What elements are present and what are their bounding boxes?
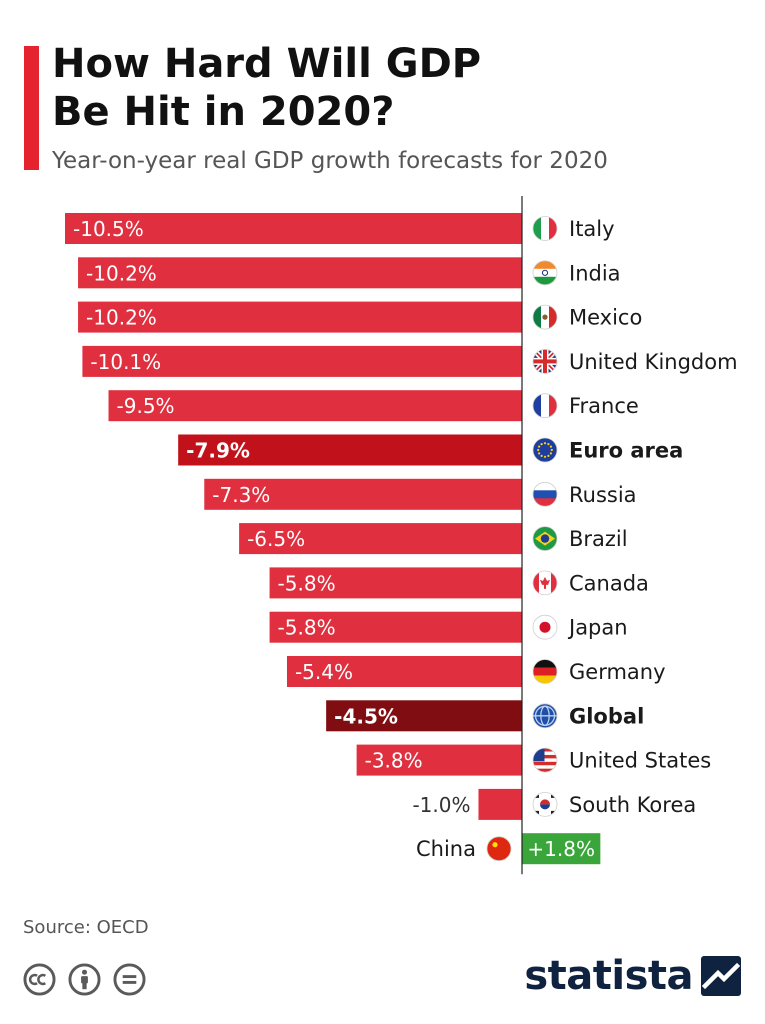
value-label-euro-area: -7.9% xyxy=(186,439,250,463)
eu-flag-icon xyxy=(532,437,558,463)
bar-france xyxy=(108,390,523,422)
italy-flag-icon xyxy=(532,216,558,241)
by-person-icon[interactable] xyxy=(68,963,101,996)
bar-global xyxy=(326,700,522,732)
category-label-japan: Japan xyxy=(567,616,628,640)
bar-united-kingdom xyxy=(82,345,523,377)
bar-euro-area xyxy=(178,434,522,466)
value-label-china: +1.8% xyxy=(527,837,595,861)
india-flag-icon xyxy=(532,260,558,286)
value-label-india: -10.2% xyxy=(86,261,157,285)
value-label-united-kingdom: -10.1% xyxy=(90,350,161,374)
category-label-germany: Germany xyxy=(569,660,666,684)
chart-subtitle: Year-on-year real GDP growth forecasts f… xyxy=(52,148,608,174)
page-title: How Hard Will GDP Be Hit in 2020? xyxy=(52,40,742,136)
value-label-mexico: -10.2% xyxy=(86,306,157,330)
japan-flag-icon xyxy=(532,614,558,640)
france-flag-icon xyxy=(532,393,558,419)
source-note: Source: OECD xyxy=(23,917,149,938)
category-label-mexico: Mexico xyxy=(569,306,642,330)
bar-united-states xyxy=(356,744,522,776)
bar-chart: -10.5% Italy -10.2% India -10.2% Mexico -10.1%… xyxy=(65,196,738,875)
value-label-brazil: -6.5% xyxy=(247,527,305,551)
category-label-france: France xyxy=(569,394,639,418)
category-label-china: China xyxy=(416,837,476,861)
globe-icon xyxy=(532,703,558,729)
bar-italy xyxy=(65,213,522,244)
bar-india xyxy=(78,257,523,289)
brand-name: statista xyxy=(524,953,693,999)
value-label-russia: -7.3% xyxy=(212,483,270,507)
category-label-united-kingdom: United Kingdom xyxy=(569,350,738,374)
category-label-united-states: United States xyxy=(569,749,711,773)
category-label-south-korea: South Korea xyxy=(569,793,696,817)
bar-mexico xyxy=(78,301,523,333)
cc-icon[interactable] xyxy=(23,963,56,996)
bar-china xyxy=(522,833,601,865)
category-label-brazil: Brazil xyxy=(569,527,628,551)
value-label-italy: -10.5% xyxy=(73,217,144,241)
category-label-russia: Russia xyxy=(569,483,637,507)
china-flag-icon xyxy=(486,836,512,862)
bar-canada xyxy=(269,567,522,599)
bar-south-korea xyxy=(478,788,522,820)
bar-germany xyxy=(286,656,522,687)
canada-flag-icon xyxy=(532,570,558,596)
value-label-united-states: -3.8% xyxy=(365,749,423,773)
brazil-flag-icon xyxy=(532,526,558,552)
nd-equal-icon[interactable] xyxy=(113,963,146,996)
value-label-france: -9.5% xyxy=(117,394,175,418)
bar-brazil xyxy=(239,523,522,555)
russia-flag-icon xyxy=(532,481,558,507)
value-label-germany: -5.4% xyxy=(295,660,353,684)
value-label-canada: -5.8% xyxy=(278,571,336,595)
value-label-global: -4.5% xyxy=(334,704,398,728)
category-label-global: Global xyxy=(569,704,644,728)
statista-logo-icon xyxy=(701,956,741,996)
category-label-canada: Canada xyxy=(569,571,649,595)
uk-flag-icon xyxy=(532,348,558,374)
title-accent-bar xyxy=(24,46,39,170)
category-label-euro-area: Euro area xyxy=(569,439,683,463)
bar-russia xyxy=(204,478,522,510)
category-label-india: India xyxy=(569,261,621,285)
category-label-italy: Italy xyxy=(569,217,615,241)
south-korea-flag-icon xyxy=(532,792,558,817)
title-line-1: How Hard Will GDP xyxy=(52,41,482,87)
mexico-flag-icon xyxy=(532,304,558,330)
germany-flag-icon xyxy=(532,659,558,684)
usa-flag-icon xyxy=(532,747,558,773)
bar-japan xyxy=(269,611,522,643)
value-label-south-korea: -1.0% xyxy=(412,793,470,817)
statista-brand[interactable]: statista xyxy=(524,954,741,998)
title-line-2: Be Hit in 2020? xyxy=(52,89,395,135)
license-icons xyxy=(23,963,146,996)
value-label-japan: -5.8% xyxy=(278,616,336,640)
